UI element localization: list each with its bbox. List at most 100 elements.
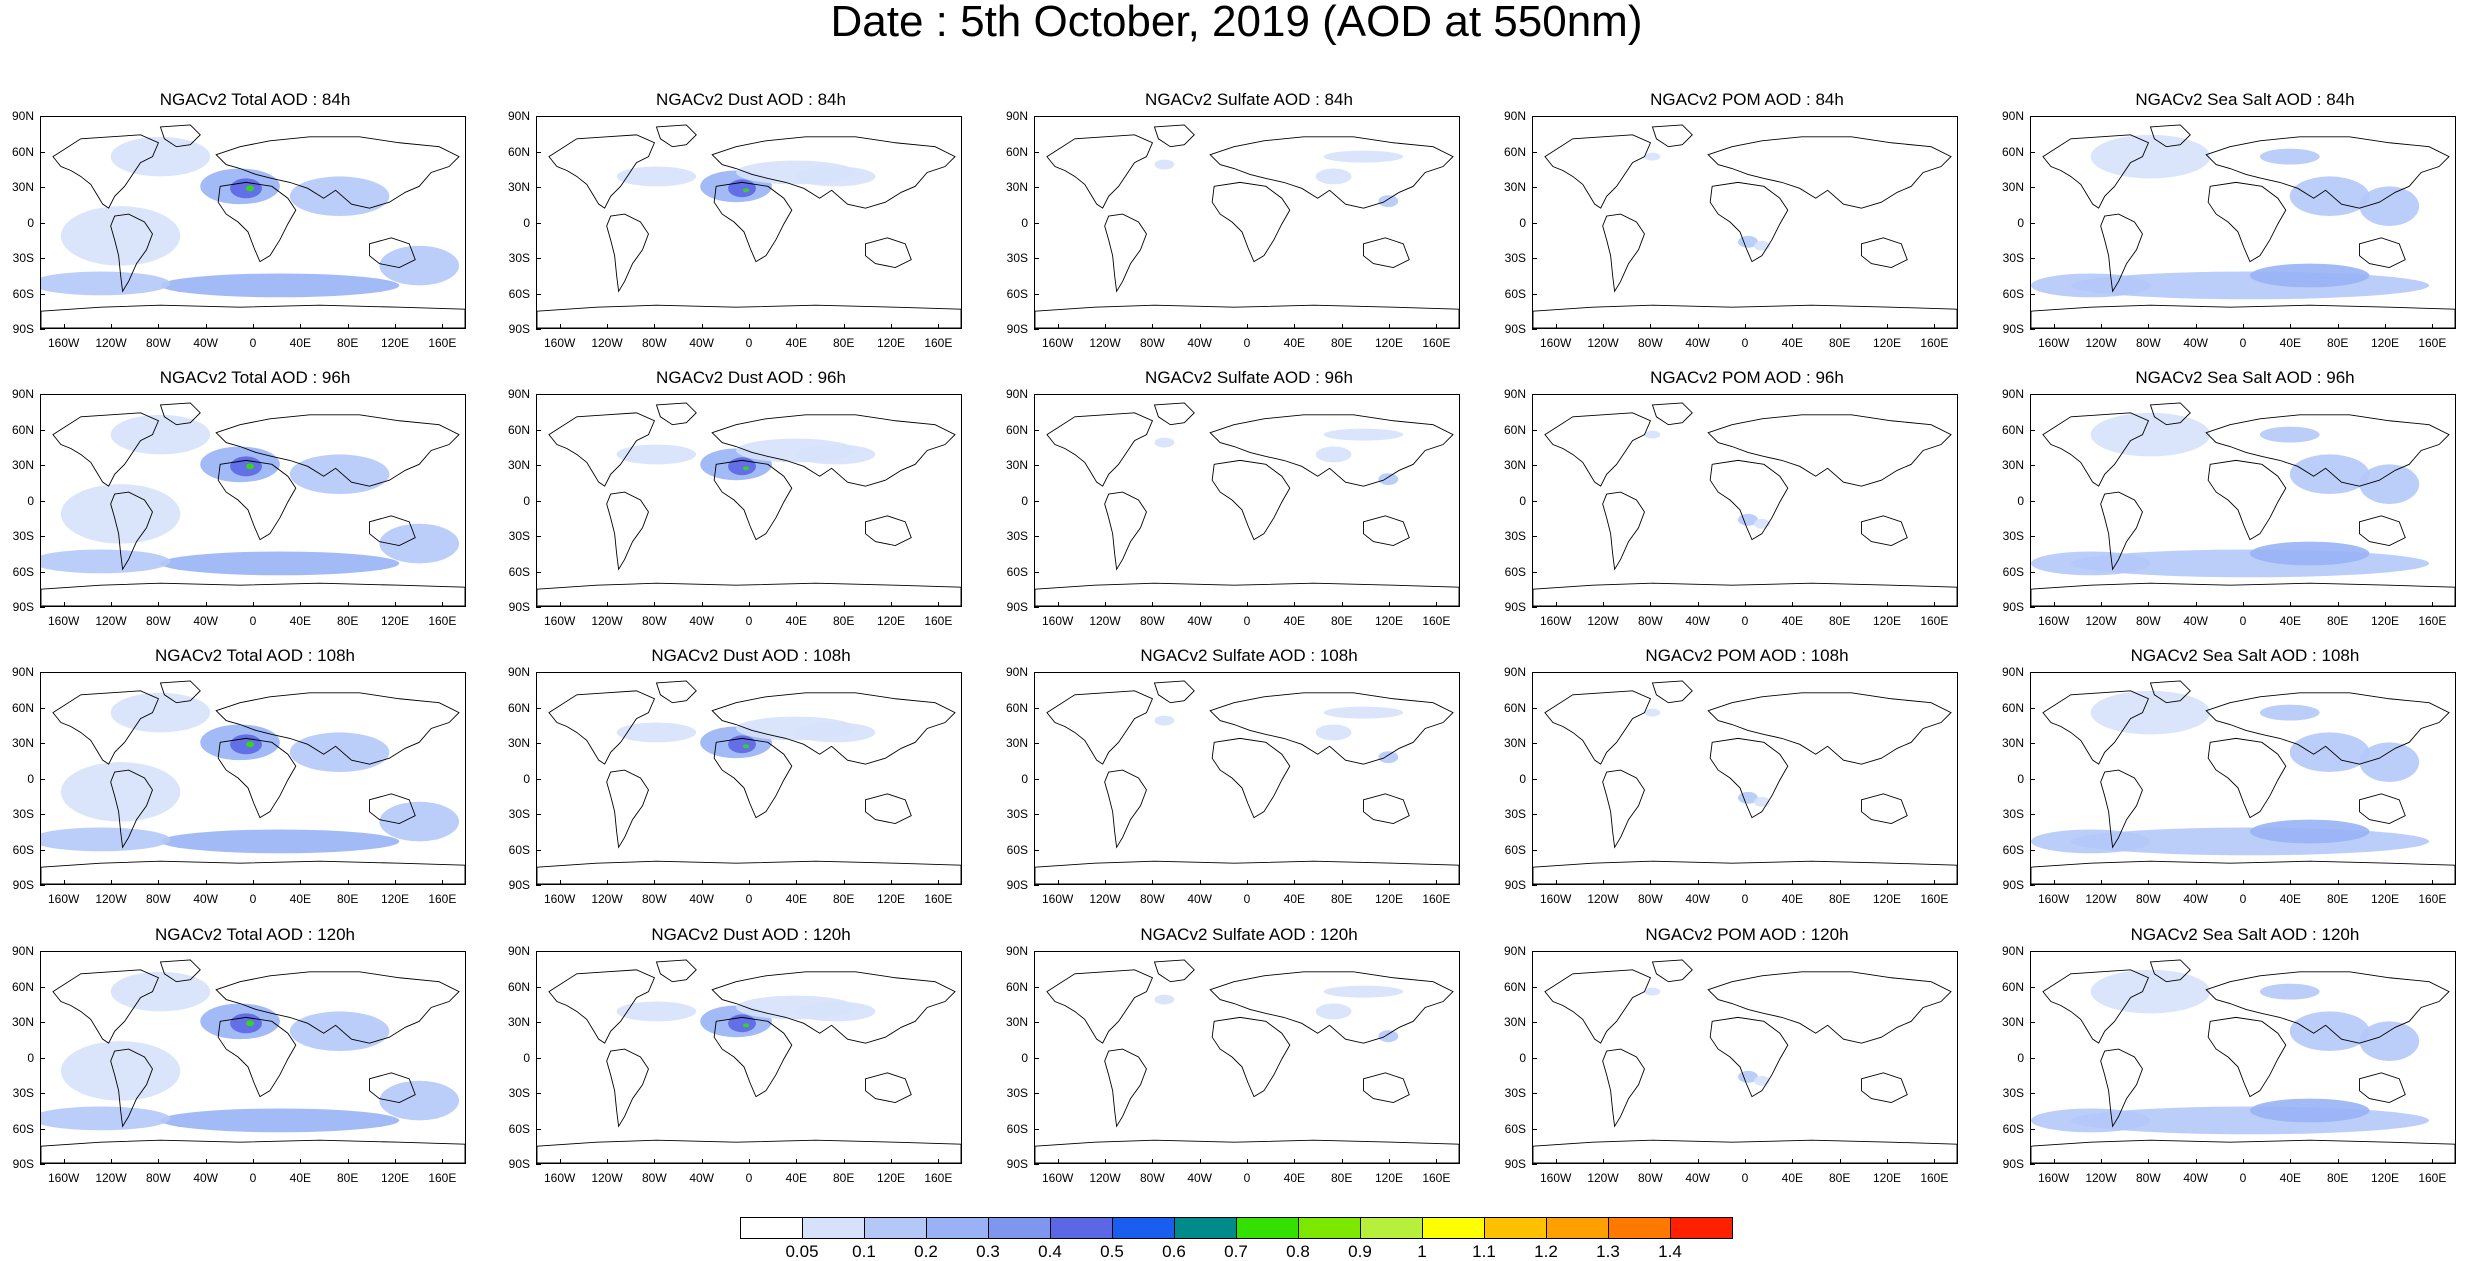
coastline: [1602, 491, 1645, 571]
lon-label: 120W: [591, 336, 623, 350]
lat-tick: [1034, 500, 1039, 502]
lon-label: 160W: [1539, 336, 1572, 350]
lon-label: 80W: [2135, 1171, 2161, 1185]
lat-label: 90S: [2002, 878, 2024, 892]
lat-label: 60S: [1006, 286, 1028, 301]
lon-tick: [2148, 324, 2150, 329]
aod-shading: [60, 206, 181, 266]
coastline: [1035, 304, 1459, 328]
lat-tick: [40, 222, 45, 224]
lon-label: 120E: [876, 892, 906, 906]
lat-tick: [1532, 607, 1537, 608]
coastline: [2100, 491, 2143, 571]
lat-label: 30N: [507, 458, 530, 472]
lon-tick: [1603, 1159, 1604, 1164]
coastline: [1209, 692, 1454, 765]
map-panel-pom-108h: NGACv2 POM AOD : 108h 90N 60N 30N 0 30S 60S 90S…: [1492, 646, 1962, 905]
coastline: [2042, 690, 2150, 765]
lon-label: 40E: [2279, 1171, 2301, 1185]
lon-label: 0: [1741, 892, 1749, 906]
world-map: [537, 680, 961, 884]
lon-label: 40E: [289, 336, 311, 350]
lon-label: 160E: [428, 892, 457, 906]
lat-tick: [536, 951, 541, 952]
lon-tick: [2053, 880, 2055, 885]
coastline: [1104, 769, 1147, 849]
lon-tick: [63, 324, 65, 329]
lon-tick: [205, 880, 207, 885]
lat-label: 30N: [507, 180, 530, 194]
lon-tick: [300, 1159, 302, 1164]
lat-label: 90N: [2001, 387, 2024, 401]
aod-shading: [1378, 751, 1399, 764]
lat-tick: [1532, 1128, 1537, 1130]
lon-label: 40E: [785, 1171, 807, 1185]
lat-label: 0: [2017, 215, 2024, 230]
lat-label: 30S: [12, 529, 34, 543]
lat-label: 30N: [1503, 736, 1526, 750]
aod-shading: [1154, 159, 1175, 170]
coastline: [1707, 971, 1952, 1044]
lon-label: 120E: [1374, 892, 1404, 906]
map-frame: [1532, 672, 1958, 885]
coastline: [1544, 690, 1652, 765]
aod-shading: [2249, 819, 2370, 844]
lon-label: 120W: [591, 1171, 623, 1185]
lat-label: 60S: [508, 1121, 530, 1136]
world-map: [537, 402, 961, 606]
lat-tick: [536, 814, 541, 815]
lon-tick: [654, 880, 656, 885]
lon-label: 40E: [2279, 336, 2301, 350]
aod-shading: [110, 136, 211, 177]
lon-label: 120W: [1089, 1171, 1121, 1185]
lon-tick: [891, 1159, 892, 1164]
lon-tick: [749, 602, 750, 607]
coastline: [2205, 692, 2450, 765]
lat-label: 0: [1519, 493, 1526, 508]
lat-label: 90N: [2001, 944, 2024, 958]
lon-label: 80E: [1330, 336, 1353, 350]
aod-shading: [1323, 428, 1404, 441]
lon-label: 0: [2239, 336, 2247, 350]
lon-tick: [2337, 880, 2339, 885]
lat-label: 90S: [1504, 600, 1526, 614]
lat-label: 60N: [11, 700, 34, 715]
lon-label: 40W: [2183, 614, 2208, 628]
lon-tick: [2195, 324, 2197, 329]
aod-shading: [2359, 464, 2420, 504]
coastline: [369, 515, 416, 547]
lat-tick: [1532, 329, 1537, 330]
aod-shading: [2259, 983, 2320, 1000]
lat-tick: [1034, 849, 1039, 851]
lat-tick: [1034, 707, 1039, 709]
lon-label: 80W: [1637, 1171, 1663, 1185]
lat-tick: [2030, 429, 2035, 431]
lon-tick: [1152, 324, 1154, 329]
coastline: [1602, 213, 1645, 293]
lat-label: 30S: [1504, 1086, 1526, 1100]
coastline: [655, 680, 697, 704]
lat-label: 0: [1021, 215, 1028, 230]
coastline: [711, 136, 956, 209]
lon-label: 40W: [689, 892, 714, 906]
lat-tick: [2030, 1022, 2035, 1023]
lat-tick: [1532, 151, 1537, 153]
aod-shading: [60, 1041, 181, 1101]
colorbar-segment: [1484, 1217, 1547, 1239]
lat-tick: [40, 707, 45, 709]
lat-tick: [1532, 672, 1537, 673]
lon-tick: [607, 880, 608, 885]
lat-tick: [536, 500, 541, 502]
lon-tick: [938, 880, 940, 885]
aod-shading: [1323, 706, 1404, 719]
lon-label: 120E: [380, 614, 410, 628]
lon-tick: [395, 602, 396, 607]
lat-tick: [1034, 885, 1039, 886]
aod-shading: [743, 1023, 749, 1028]
lon-label: 80E: [1828, 614, 1851, 628]
lat-tick: [536, 885, 541, 886]
coastline: [865, 237, 912, 269]
lat-tick: [536, 1164, 541, 1165]
lon-tick: [1105, 880, 1106, 885]
lon-label: 160E: [924, 336, 953, 350]
